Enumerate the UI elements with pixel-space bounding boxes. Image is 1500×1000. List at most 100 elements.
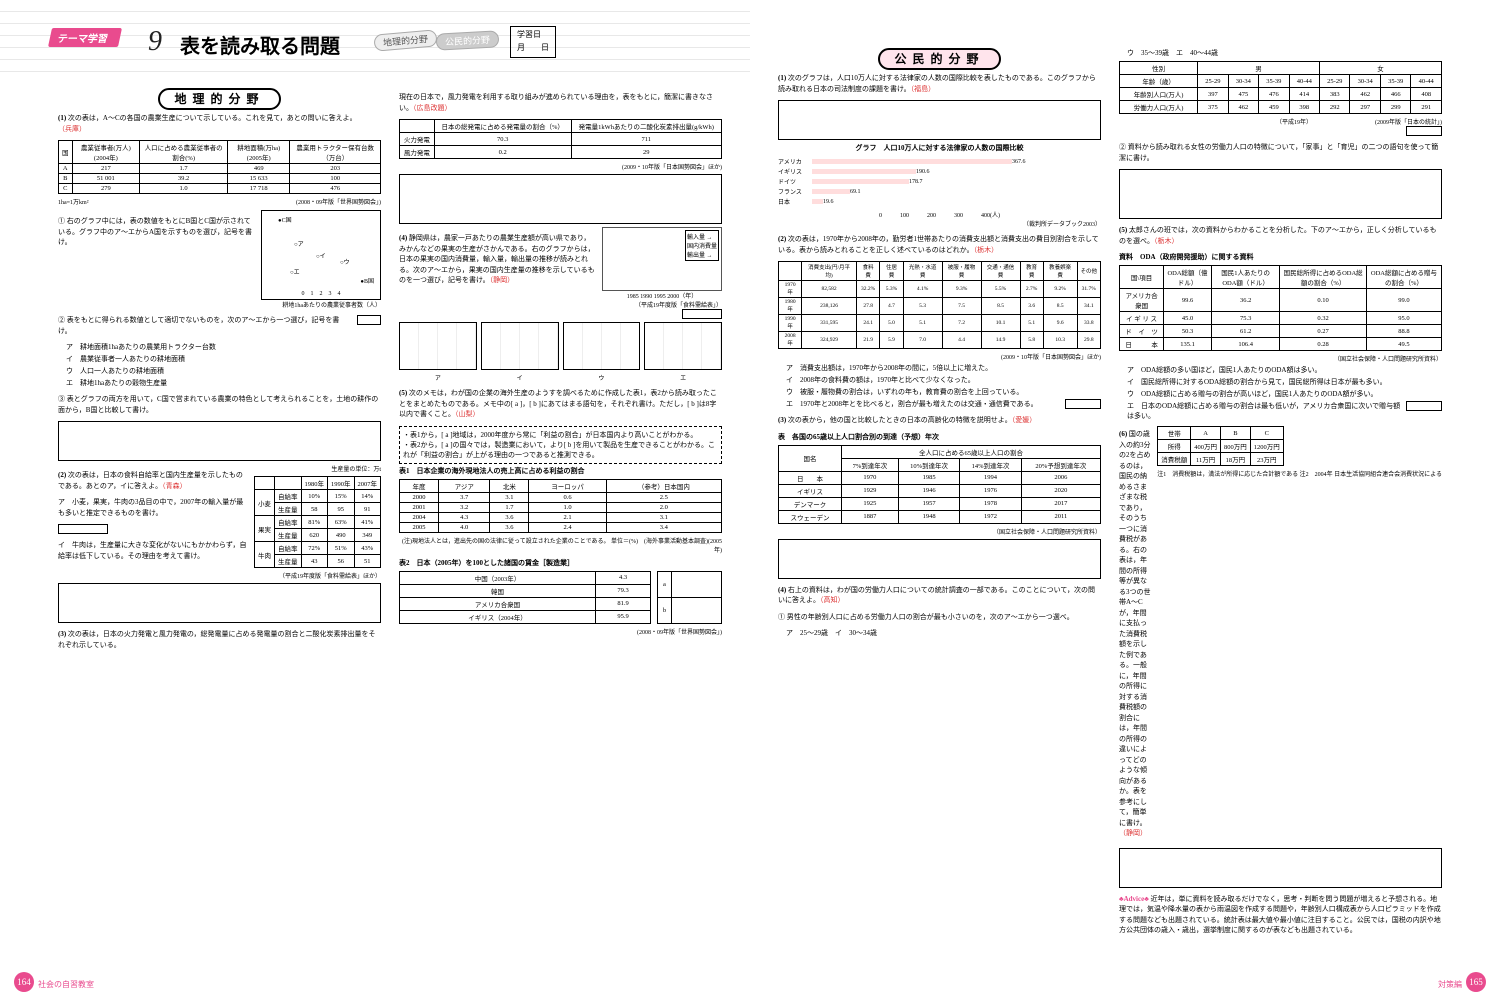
q5-t1-note: (注)現地法人とは，進出先の国の法律に従って設立された企業のことである。 単位＝… bbox=[399, 536, 722, 554]
q1-graph-xaxis: 耕地1haあたりの農業従事者数（人） bbox=[58, 300, 381, 309]
q1-opt-i: イ 農業従事者一人あたりの耕地面積 bbox=[66, 354, 381, 364]
theme-number: 9 bbox=[148, 26, 162, 58]
q4-xaxis: 1985 1990 1995 2000（年） bbox=[602, 291, 722, 300]
r-q4-sub1-answer[interactable] bbox=[1406, 126, 1442, 136]
q1-unit: 1ha=1万km² bbox=[58, 197, 89, 206]
r-q3-src: （国立社会保障・人口問題研究所資料） bbox=[778, 527, 1101, 536]
r-q5-table: 国\項目ODA総額（億ドル）国民1人あたりのODA額（ドル）国民総所得に占めるO… bbox=[1119, 265, 1442, 351]
r-q3-answer[interactable] bbox=[778, 539, 1101, 579]
q2-a: ア 小麦，果実，牛肉の3品目の中で，2007年の輸入量が最も多いと推定できるもの… bbox=[58, 497, 248, 518]
q1-sub3-answer[interactable] bbox=[58, 421, 381, 461]
r-q5-e: エ 日本のODA総額に占める贈与の割合は最も低いが，アメリカ合衆国に次いで贈与額… bbox=[1127, 401, 1406, 421]
r-q2-u: ウ 被服・履物費の割合は，いずれの年も，教育費の割合を上回っている。 bbox=[786, 387, 1101, 397]
q3: (3) 次の表は，日本の火力発電と風力発電の，総発電量に占める発電量の割合と二酸… bbox=[58, 629, 381, 650]
r-q6: (6) 国の歳入の約3分の2を占めるのは，国民の納めるさまざまな税であり，そのう… bbox=[1119, 429, 1151, 839]
tag-civics: 公民的分野 bbox=[436, 30, 500, 50]
r-q5-title: 資料 ODA（政府開発援助）に関する資料 bbox=[1119, 252, 1442, 262]
r-q4-i: イ 30～34歳 bbox=[835, 629, 877, 637]
q3-answer[interactable] bbox=[399, 174, 722, 224]
q1-src: (2008・09年版「世界国勢図会」) bbox=[296, 200, 381, 206]
r-q1-gtitle: グラフ 人口10万人に対する法律家の人数の国際比較 bbox=[778, 143, 1101, 153]
r-q2-table: 消費支出(円/月平均)食料費住居費光熱・水道費被服・履物費交通・通信費教育費教養… bbox=[778, 261, 1101, 349]
r-q5-u: ウ ODA総額に占める贈与の割合が高いほど，国民1人あたりのODA額が多い。 bbox=[1127, 389, 1442, 399]
q1-scatter-chart: ●C国 ○ア ○イ ○ウ ○エ ●B国 0 1 2 3 4 bbox=[261, 210, 381, 300]
q2-i: イ 牛肉は，生産量に大きな変化がないにもかかわらず，自給率は低下している。その理… bbox=[58, 540, 248, 561]
r-q4-sub1: ① 男性の年齢別人口に占める労働力人口の割合が最も小さいのを，次のア～エから一つ… bbox=[778, 612, 1101, 623]
r-q2-answer[interactable] bbox=[1065, 399, 1101, 409]
r-q1-gsrc: （裁判所データブック2003） bbox=[778, 219, 1101, 228]
r-q4: (4) 右上の資料は，わが国の労働力人口についての統計調査の一部である。このこと… bbox=[778, 585, 1101, 606]
r-q4-u: ウ 35～39歳 bbox=[1127, 49, 1169, 57]
r-q3-title: 表 各国の65歳以上人口割合別の到達（予想）年次 bbox=[778, 432, 1101, 442]
q1-sub1: ① 右のグラフ中には，表の数値をもとにB国とC国が示されている。グラフ中のア～エ… bbox=[58, 216, 255, 294]
r-q4-table: 性別男女 年齢（歳）25-2930-3435-3940-4425-2930-34… bbox=[1119, 61, 1442, 114]
r-q5-i: イ 国民総所得に対するODA総額の割合から見て，国民総所得は日本が最も多い。 bbox=[1127, 377, 1442, 387]
page-num-left: 164 bbox=[14, 972, 34, 992]
r-q2-src: (2009・10年版「日本国勢図会」ほか) bbox=[778, 352, 1101, 361]
r-q5-answer[interactable] bbox=[1406, 401, 1442, 411]
q2: (2) 次の表は，日本の食料自給率と国内生産量を示したものである。あとのア，イに… bbox=[58, 470, 248, 491]
r-q6-table: 世帯ABC 所得400万円800万円1200万円 消費税額11万円18万円23万… bbox=[1157, 426, 1284, 466]
r-q3: (3) 次の表から，他の国と比較したときの日本の高齢化の特徴を説明せよ。（愛媛） bbox=[778, 415, 1101, 426]
date-fields[interactable]: 月 日 bbox=[517, 43, 549, 52]
q2-a-answer[interactable] bbox=[58, 524, 108, 534]
date-label: 学習日 bbox=[517, 30, 541, 39]
q3-table: 日本の総発電に占める発電量の割合（%）発電量1kWhあたりの二酸化炭素排出量(g… bbox=[399, 119, 722, 159]
advice-box: ♣Advice♣ 近年は，単に資料を読み取るだけでなく，思考・判断を問う問題が増… bbox=[1119, 894, 1442, 936]
r-q4-sub2: ② 資料から読み取れる女性の労働力人口の特徴について，「家事」と「育児」の二つの… bbox=[1119, 142, 1442, 163]
r-q3-table: 国名全人口に占める65歳以上人口の割合 7%到達年次10%到達年次14%到達年次… bbox=[778, 445, 1101, 524]
theme-badge: テーマ学習 bbox=[48, 28, 122, 47]
q5: (5) 次のメモは，わが国の企業の海外生産のようすを調べるために作成した表1，表… bbox=[399, 388, 722, 420]
q4-linechart: 輸入量 →国内消費量輸出量 → bbox=[602, 227, 722, 291]
q5-memo: ・表1から，[ a ]地域は，2000年度から常に「利益の割合」が日本国内より高… bbox=[399, 426, 722, 464]
q2-i-answer[interactable] bbox=[58, 583, 381, 623]
footer-left: 社会の自習教室 bbox=[38, 979, 94, 990]
r-q4-src: （平成19年） (2009年版「日本の統計」) bbox=[1119, 117, 1442, 126]
q3-lead: 現在の日本で，風力発電を利用する取り組みが進められている理由を，表をもとに，簡潔… bbox=[399, 92, 722, 113]
q1-sub3: ③ 表とグラフの両方を用いて，C国で営まれている農業の特色として考えられることを… bbox=[58, 394, 381, 415]
theme-title: 表を読み取る問題 bbox=[180, 30, 340, 59]
q4-option-charts bbox=[399, 322, 722, 370]
q1-opt-u: ウ 人口一人あたりの耕地面積 bbox=[66, 366, 381, 376]
q5-t2-title: 表2 日本（2005年）を100とした諸国の賃金［製造業］ bbox=[399, 558, 722, 568]
q1-opt-a: ア 耕地面積1haあたりの農業用トラクター台数 bbox=[66, 342, 381, 352]
r-q2: (2) 次の表は，1970年から2008年の，勤労者1世帯あたりの消費支出額と消… bbox=[778, 234, 1101, 255]
r-q2-i: イ 2008年の食料費の額は，1970年と比べて少なくなった。 bbox=[786, 375, 1101, 385]
r-q6-note: 注1 消費税額は，満法が所得に応じた合計額である 注2 2004年 日本生活協同… bbox=[1157, 469, 1442, 478]
r-q5: (5) 太郎さんの班では，次の資料からわかることを分析した。下のア～エから，正し… bbox=[1119, 225, 1442, 246]
footer-right: 対策編 bbox=[1438, 979, 1462, 990]
section-geo-heading: 地理的分野 bbox=[58, 90, 381, 107]
q5-t1-title: 表1 日本企業の海外現地法人の売上高に占める利益の割合 bbox=[399, 466, 722, 476]
q1: (1) 次の表は，A～Cの各国の農業生産について示している。これを見て，あとの問… bbox=[58, 113, 381, 134]
r-q6-answer[interactable] bbox=[1119, 848, 1442, 888]
r-q5-a: ア ODA総額の多い国ほど，国民1人あたりのODA額は多い。 bbox=[1127, 365, 1442, 375]
section-civ-heading: 公民的分野 bbox=[778, 50, 1101, 67]
q2-src: （平成19年度版「食料需給表」ほか） bbox=[254, 571, 381, 580]
r-q4-sub2-answer[interactable] bbox=[1119, 169, 1442, 219]
q1-opt-e: エ 耕地1haあたりの穀物生産量 bbox=[66, 378, 381, 388]
r-q1-barchart: アメリカ367.6 イギリス190.6 ドイツ178.7 フランス69.1 日本… bbox=[778, 157, 1101, 206]
page-num-right: 165 bbox=[1466, 972, 1486, 992]
q4: (4) 静岡県は，農家一戸あたりの農業生産額が高い県であり，みかんなどの果実の生… bbox=[399, 233, 596, 303]
q3-src: (2009・10年版「日本国勢図会」ほか) bbox=[399, 162, 722, 171]
q1-sub2: ② 表をもとに得られる数値として適切でないものを，次のア～エから一つ選び，記号を… bbox=[58, 315, 353, 336]
r-q1: (1) 次のグラフは，人口10万人に対する法律家の人数の国際比較を表したものであ… bbox=[778, 73, 1101, 94]
r-q5-src: （国立社会保障・人口問題研究所資料） bbox=[1119, 354, 1442, 363]
q4-answer[interactable] bbox=[682, 309, 722, 319]
r-q2-e: エ 1970年と2008年とを比べると，割合が最も増えたのは交通・通信費である。 bbox=[786, 399, 1065, 409]
q5-table2: 中国（2003年）4.3 韓国79.3 アメリカ合衆国81.9 イギリス（200… bbox=[399, 571, 651, 624]
q2-unit: 生産量の単位：万t bbox=[254, 464, 381, 473]
r-q2-a: ア 消費支出額は，1970年から2008年の間に，5倍以上に増えた。 bbox=[786, 363, 1101, 373]
q4-src: （平成19年度版「食料需給表」） bbox=[602, 300, 722, 309]
r-q1-answer[interactable] bbox=[778, 100, 1101, 140]
q2-table: 1980年1990年2007年 小麦自給率10%15%14% 生産量589591… bbox=[254, 476, 381, 568]
r-q1-scale: 0 100 200 300 400(人) bbox=[778, 210, 1101, 219]
date-box: 学習日 月 日 bbox=[510, 26, 556, 58]
r-q4-e: エ 40～44歳 bbox=[1176, 49, 1218, 57]
q1-table: 国農業従事者(万人)(2004年)人口に占める農業従事者の割合(%)耕地面積(万… bbox=[58, 140, 381, 194]
q1-sub2-answer[interactable] bbox=[357, 315, 381, 325]
r-q4-a: ア 25～29歳 bbox=[786, 629, 828, 637]
q5-answer-slots[interactable]: a b bbox=[657, 571, 722, 624]
q5-table1: 年度アジア北米ヨーロッパ（参考）日本国内 20003.73.10.62.5 20… bbox=[399, 479, 722, 533]
q5-t2-src: (2008・09年版「世界国勢図会」) bbox=[399, 627, 722, 636]
